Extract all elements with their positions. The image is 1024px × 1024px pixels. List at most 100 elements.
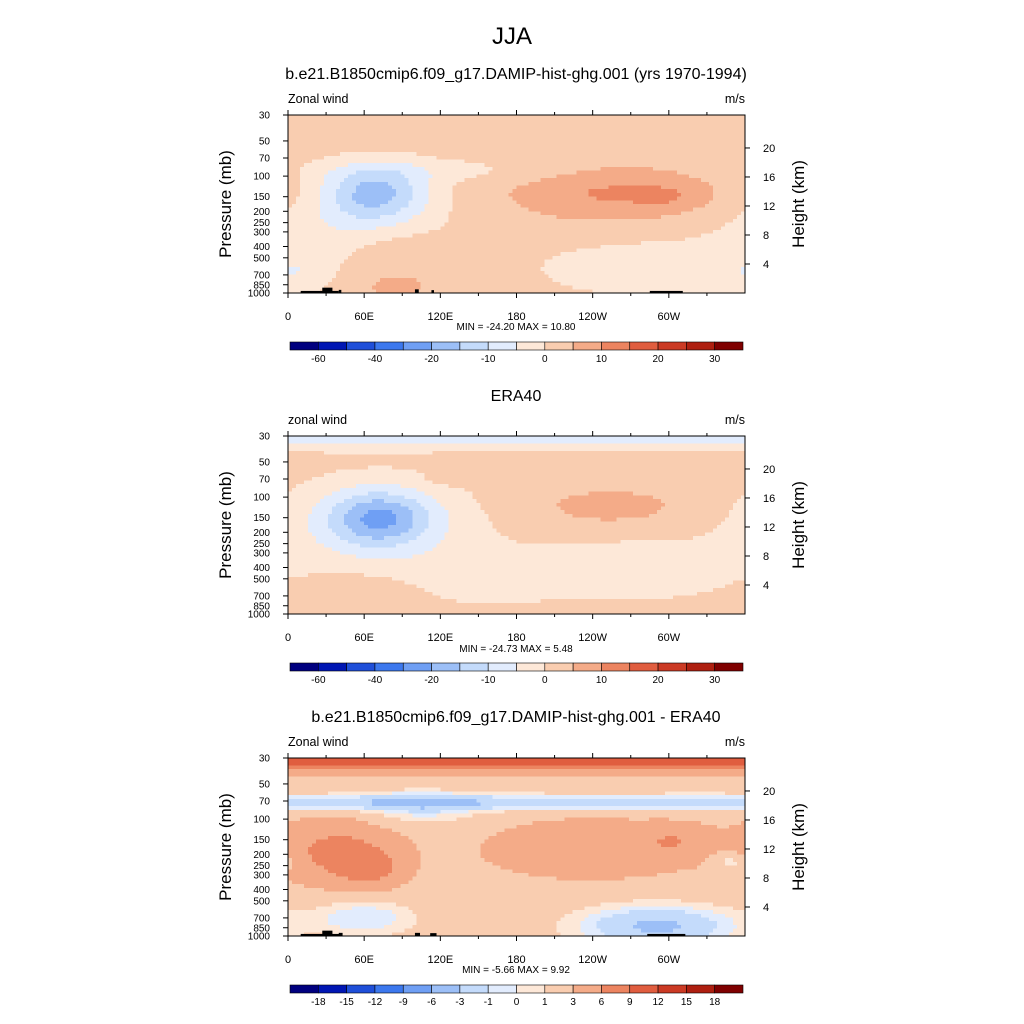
y-tick-label: 700 [253,591,270,602]
y-tick-label: 1000 [248,610,271,621]
colorbar-swatch [686,662,715,672]
colorbar-swatch [374,984,404,994]
panel-1-land-mask [414,289,419,293]
colorbar-swatch [346,341,376,351]
colorbar-swatch [686,984,715,994]
x-tick-label: 120E [427,311,453,323]
panel-1-variable-label: Zonal wind [288,92,348,106]
panel-1: 0 60E 120E 180 120W 60W3050701001502002503004… [248,110,775,365]
panel-3-ylabel: Pressure (mb) [216,793,235,901]
colorbar-swatch [402,662,432,672]
panel-2-title: ERA40 [491,388,542,405]
colorbar-label: -20 [424,354,439,365]
colorbar-swatch [657,341,687,351]
colorbar-swatch [402,341,432,351]
panel-3-variable-label: Zonal wind [288,735,348,749]
y2-tick-label: 12 [763,522,775,534]
colorbar-swatch [714,341,744,351]
colorbar-swatch [516,662,546,672]
colorbar-swatch [459,662,489,672]
colorbar-label: 9 [627,997,633,1008]
y2-tick-label: 16 [763,172,775,184]
colorbar-label: 0 [514,997,520,1008]
colorbar-label: -15 [339,997,354,1008]
panel-2-ylabel: Pressure (mb) [216,471,235,579]
colorbar-swatch [544,984,574,994]
colorbar-label: 10 [596,354,608,365]
colorbar-swatch [402,984,432,994]
panel-2-y2label: Height (km) [789,481,808,569]
panel-1-land-mask [300,290,339,293]
plot-layer: 0 60E 120E 180 120W 60W3050701001502002503004… [248,110,775,1008]
panel-1-stats: MIN = -24.20 MAX = 10.80 [457,322,576,333]
panel-3-land-mask [430,933,437,936]
x-tick-label: 60E [354,632,374,644]
y-tick-label: 1000 [248,289,271,300]
colorbar-swatch [629,662,659,672]
y2-tick-label: 20 [763,786,775,798]
colorbar-swatch [459,341,489,351]
panel-3-land-mask [322,930,333,936]
y-tick-label: 850 [253,280,270,291]
x-tick-label: 60W [658,632,681,644]
colorbar-label: -3 [455,997,464,1008]
colorbar-label: -40 [368,354,383,365]
colorbar-swatch [487,341,517,351]
y-tick-label: 500 [253,253,270,264]
y2-tick-label: 8 [763,873,769,885]
panel-1-land-mask [431,290,434,293]
x-tick-label: 120E [427,954,453,966]
x-tick-label: 0 [285,954,291,966]
colorbar-label: -10 [481,675,496,686]
colorbar-swatch [516,341,546,351]
y-tick-label: 70 [259,797,271,808]
colorbar-label: 10 [596,675,608,686]
x-tick-label: 60W [658,954,681,966]
y-tick-label: 300 [253,870,270,881]
colorbar-swatch [318,984,347,994]
panel-2-stats: MIN = -24.73 MAX = 5.48 [459,644,573,655]
colorbar-label: 1 [542,997,548,1008]
panel-1-y2label: Height (km) [789,160,808,248]
y2-tick-label: 16 [763,493,775,505]
colorbar-swatch [431,341,461,351]
panel-1-units-label: m/s [725,92,745,106]
panel-3-stats: MIN = -5.66 MAX = 9.92 [462,965,570,976]
colorbar-label: -60 [311,354,326,365]
panel-1-land-mask [338,289,342,293]
panel-2-colorbar: -60 -40 -20 -10 0 10 20 30 [289,662,744,686]
x-tick-label: 180 [507,632,525,644]
y2-tick-label: 8 [763,551,769,563]
y-tick-label: 50 [259,457,271,468]
colorbar-swatch [346,984,376,994]
x-tick-label: 120W [578,954,607,966]
y-tick-label: 200 [253,207,270,218]
y2-tick-label: 12 [763,844,775,856]
panel-3-y2label: Height (km) [789,803,808,891]
colorbar-label: 0 [542,675,548,686]
colorbar-swatch [686,341,715,351]
panel-3-colorbar: -18 -15 -12 -9 -6 -3 -1 0 1 3 6 9 12 15 18 [289,984,744,1008]
colorbar-label: -6 [427,997,436,1008]
panel-1-land-mask [322,287,333,293]
panel-3-land-mask [338,932,343,936]
panel-3: 0 60E 120E 180 120W 60W3050701001502002503004… [248,753,775,1008]
panel-2-units-label: m/s [725,413,745,427]
colorbar-swatch [289,662,319,672]
panel-3-land-mask [300,933,342,936]
y-tick-label: 30 [259,432,271,443]
colorbar-label: 0 [542,354,548,365]
y2-tick-label: 8 [763,230,769,242]
y-tick-label: 50 [259,136,271,147]
y-tick-label: 150 [253,513,270,524]
y-tick-label: 150 [253,192,270,203]
colorbar-swatch [601,341,631,351]
colorbar-label: -40 [368,675,383,686]
y-tick-label: 100 [253,815,270,826]
colorbar-label: -60 [311,675,326,686]
colorbar-label: 30 [709,354,721,365]
colorbar-label: 3 [570,997,576,1008]
y-tick-label: 100 [253,172,270,183]
colorbar-label: 20 [653,354,665,365]
